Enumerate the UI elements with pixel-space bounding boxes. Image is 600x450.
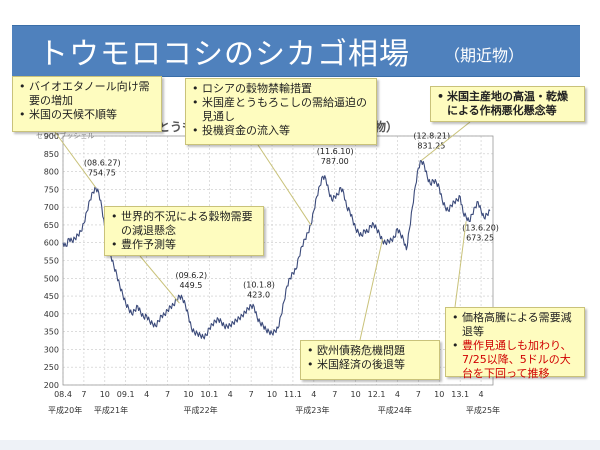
x-tick-label: 4: [479, 390, 484, 399]
peak-value-label: 754.75: [88, 169, 116, 178]
x-era-label: 平成22年: [184, 405, 218, 415]
y-tick-label: 300: [44, 345, 59, 354]
callout-item: 米国産とうもろこしの需給逼迫の見通し: [190, 96, 370, 124]
x-tick-label: 4: [311, 390, 316, 399]
y-tick-label: 350: [44, 328, 59, 337]
x-tick-label: 10.1: [200, 390, 218, 399]
x-era-label: 平成21年: [94, 405, 128, 415]
y-tick-label: 800: [44, 168, 59, 177]
callout-bioethanol: バイオエタノール向け需要の増加米国の天候不順等: [12, 76, 162, 132]
y-tick-label: 550: [44, 257, 59, 266]
title-bar: トウモロコシのシカゴ相場 （期近物）: [12, 25, 580, 77]
peak-value-label: 423.0: [247, 291, 270, 300]
x-tick-label: 11.1: [284, 390, 302, 399]
x-tick-label: 10: [100, 390, 110, 399]
x-era-label: 平成20年: [48, 405, 82, 415]
callout-item: 豊作見通しも加わり、7/25以降、5ドルの大台を下回って推移: [450, 339, 578, 381]
peak-value-label: 787.00: [321, 157, 349, 166]
y-tick-label: 250: [44, 363, 59, 372]
y-axis-label: セント/ブッシェル: [36, 131, 94, 140]
y-tick-label: 650: [44, 221, 59, 230]
y-tick-label: 400: [44, 310, 59, 319]
x-tick-label: 13.1: [451, 390, 469, 399]
x-era-label: 平成23年: [295, 405, 329, 415]
peak-date-label: (13.6.20): [462, 224, 499, 233]
y-tick-label: 850: [44, 150, 59, 159]
x-tick-label: 4: [144, 390, 149, 399]
peak-value-label: 673.25: [466, 234, 494, 243]
slide-subtitle: （期近物）: [444, 46, 525, 65]
peak-date-label: (11.6.10): [317, 147, 354, 156]
x-tick-label: 4: [228, 390, 233, 399]
callout-item: 米国主産地の高温・乾燥による作柄悪化懸念等: [435, 90, 578, 118]
footer-band: [0, 440, 600, 450]
x-tick-label: 08.4: [54, 390, 72, 399]
peak-date-label: (09.6.2): [175, 271, 207, 280]
callout-pointer: [139, 255, 180, 304]
callout-euro-crisis: 欧州債務危機問題米国経済の後退等: [300, 340, 440, 380]
peak-date-label: (08.6.27): [84, 159, 121, 168]
x-tick-label: 7: [81, 390, 86, 399]
callout-pointer: [421, 121, 471, 161]
x-era-label: 平成24年: [378, 405, 412, 415]
callout-pointer: [454, 221, 467, 308]
callout-item: 欧州債務危機問題: [305, 344, 433, 358]
callout-pointer: [359, 239, 384, 341]
callout-item: 価格高騰による需要減退等: [450, 311, 578, 339]
y-tick-label: 200: [44, 381, 59, 390]
callout-item: バイオエタノール向け需要の増加: [17, 80, 155, 108]
callout-us-heat: 米国主産地の高温・乾燥による作柄悪化懸念等: [430, 86, 585, 122]
callout-pointer: [54, 131, 97, 188]
slide-title: トウモロコシのシカゴ相場: [38, 37, 410, 72]
y-tick-label: 900: [44, 132, 59, 141]
x-tick-label: 10: [267, 390, 277, 399]
callout-item: 投機資金の流入等: [190, 124, 370, 138]
x-tick-label: 7: [165, 390, 170, 399]
x-tick-label: 09.1: [117, 390, 135, 399]
callout-pointer: [257, 144, 312, 226]
peak-value-label: 449.5: [179, 281, 202, 290]
y-tick-label: 700: [44, 203, 59, 212]
x-tick-label: 4: [395, 390, 400, 399]
x-tick-label: 7: [249, 390, 254, 399]
x-tick-label: 7: [416, 390, 421, 399]
y-tick-label: 600: [44, 239, 59, 248]
peak-value-label: 831.25: [417, 141, 445, 150]
x-era-label: 平成25年: [466, 405, 500, 415]
peak-date-label: (12.8.21): [413, 131, 450, 140]
callout-russia-embargo: ロシアの穀物禁輸措置米国産とうもろこしの需給逼迫の見通し投機資金の流入等: [185, 78, 377, 145]
x-tick-label: 7: [332, 390, 337, 399]
callout-item: 米国経済の後退等: [305, 358, 433, 372]
callout-item: 世界的不況による穀物需要の減退懸念: [109, 210, 257, 238]
callout-demand-decline: 価格高騰による需要減退等豊作見通しも加わり、7/25以降、5ドルの大台を下回って…: [445, 307, 585, 380]
callout-item: ロシアの穀物禁輸措置: [190, 82, 370, 96]
callout-global-recession: 世界的不況による穀物需要の減退懸念豊作予測等: [104, 206, 264, 256]
x-tick-label: 10: [434, 390, 444, 399]
callout-item: 豊作予測等: [109, 238, 257, 252]
price-line: [62, 159, 491, 340]
x-tick-label: 10: [351, 390, 361, 399]
x-tick-label: 12.1: [368, 390, 386, 399]
y-tick-label: 500: [44, 274, 59, 283]
y-tick-label: 450: [44, 292, 59, 301]
callout-item: 米国の天候不順等: [17, 108, 155, 122]
x-tick-label: 10: [183, 390, 193, 399]
y-tick-label: 750: [44, 185, 59, 194]
peak-date-label: (10.1.8): [243, 281, 275, 290]
